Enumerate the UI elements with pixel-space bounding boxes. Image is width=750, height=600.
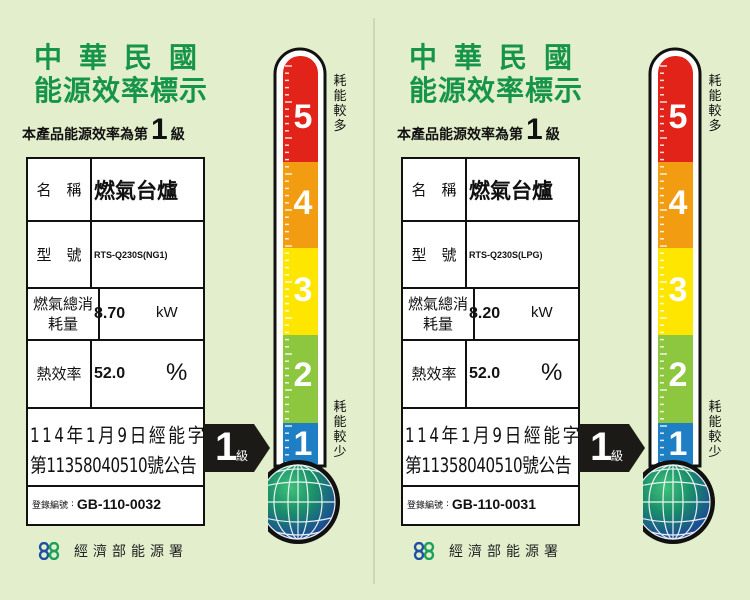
name-label: 名 稱 (28, 159, 92, 220)
grade-4-segment (283, 162, 318, 248)
grade-prefix: 本產品能源效率為第 (397, 127, 523, 143)
announcement-line2: 第11358040510號公告 (405, 454, 572, 477)
consumption-value: 8.70 (94, 305, 126, 322)
agency-footer: 經濟部能源署 (413, 541, 563, 561)
grade-4-segment (658, 162, 693, 248)
consumption-cell: 8.70 kW (94, 289, 203, 339)
consumption-value: 8.20 (469, 305, 501, 322)
arrow-grade-unit: 級 (236, 449, 249, 463)
announcement-line2: 第11358040510號公告 (30, 454, 197, 477)
spec-table: 名 稱 燃氣台爐 型 號 RTS-Q230S(NG1) 燃氣總消耗量 8.70 … (26, 157, 205, 526)
model-value: RTS-Q230S(LPG) (469, 249, 543, 260)
registration-label: 登錄編號 (407, 500, 444, 511)
registration-value: GB-110-0031 (451, 496, 536, 512)
agency-footer: 經濟部能源署 (38, 541, 188, 561)
consumption-label: 燃氣總消耗量 (28, 289, 100, 339)
name-value: 燃氣台爐 (469, 178, 553, 203)
scale-1: 1 (293, 425, 313, 463)
energy-label: 中華民國 能源效率標示 本產品能源效率為第 1 級 名 稱 燃氣台爐 型 號 R… (375, 0, 750, 600)
grade-3-segment (658, 248, 693, 335)
row-consumption: 燃氣總消耗量 8.70 kW (28, 289, 203, 341)
less-consumption-text: 耗能較少 (708, 400, 722, 460)
spec-table: 名 稱 燃氣台爐 型 號 RTS-Q230S(LPG) 燃氣總消耗量 8.20 … (401, 157, 580, 526)
grade-suffix: 級 (545, 127, 560, 143)
arrow-grade-unit: 級 (611, 449, 624, 463)
agency-logo-icon (413, 542, 435, 560)
title-line2: 能源效率標示 (34, 74, 209, 107)
row-efficiency: 熱效率 52.0 % (403, 341, 578, 409)
row-model: 型 號 RTS-Q230S(NG1) (28, 222, 203, 289)
scale-1: 1 (668, 425, 688, 463)
scale-4: 4 (293, 184, 313, 222)
model-label: 型 號 (403, 222, 467, 287)
title-line2: 能源效率標示 (409, 74, 584, 107)
grade-2-segment (283, 335, 318, 423)
efficiency-label: 熱效率 (28, 341, 92, 407)
efficiency-value: 52.0 (469, 365, 501, 382)
registration-value: GB-110-0032 (76, 496, 161, 512)
scale-3: 3 (293, 271, 313, 309)
efficiency-unit: % (541, 359, 563, 386)
panel-divider (373, 18, 375, 584)
arrow-grade: 1 (215, 425, 238, 469)
scale-4: 4 (668, 184, 688, 222)
consumption-label: 燃氣總消耗量 (403, 289, 475, 339)
row-name: 名 稱 燃氣台爐 (403, 159, 578, 222)
arrow-grade: 1 (590, 425, 613, 469)
scale-3: 3 (668, 271, 688, 309)
model-label: 型 號 (28, 222, 92, 287)
row-name: 名 稱 燃氣台爐 (28, 159, 203, 222)
thermometer-scale (268, 47, 340, 544)
announcement-line1: 114年1月9日經能字 (405, 424, 582, 447)
grade-statement: 本產品能源效率為第 1 級 (22, 113, 185, 146)
efficiency-cell: 52.0 % (469, 341, 578, 407)
name-label: 名 稱 (403, 159, 467, 220)
energy-label: 中華民國 能源效率標示 本產品能源效率為第 1 級 名 稱 燃氣台爐 型 號 R… (22, 41, 347, 561)
efficiency-unit: % (166, 359, 188, 386)
scale-5: 5 (293, 98, 313, 136)
name-value: 燃氣台爐 (94, 178, 178, 203)
scale-2: 2 (293, 356, 313, 394)
row-model: 型 號 RTS-Q230S(LPG) (403, 222, 578, 289)
grade-number: 1 (526, 113, 543, 146)
grade-2-segment (658, 335, 693, 423)
row-efficiency: 熱效率 52.0 % (28, 341, 203, 409)
scale-5: 5 (668, 98, 688, 136)
grade-statement: 本產品能源效率為第 1 級 (397, 113, 560, 146)
announcement-line1: 114年1月9日經能字 (30, 424, 207, 447)
grade-arrow (579, 424, 645, 472)
agency-name: 經濟部能源署 (449, 544, 563, 560)
row-announcement: 114年1月9日經能字 第11358040510號公告 (28, 409, 207, 487)
row-announcement: 114年1月9日經能字 第11358040510號公告 (403, 409, 582, 487)
model-value: RTS-Q230S(NG1) (94, 249, 168, 260)
agency-logo-icon (38, 542, 60, 560)
title-line1: 中華民國 (409, 41, 590, 74)
consumption-cell: 8.20 kW (469, 289, 578, 339)
grade-number: 1 (151, 113, 168, 146)
efficiency-value: 52.0 (94, 365, 126, 382)
more-consumption-text: 耗能較多 (708, 74, 722, 134)
row-registration: 登錄編號 : GB-110-0031 (407, 496, 536, 512)
efficiency-cell: 52.0 % (94, 341, 203, 407)
less-consumption-text: 耗能較少 (333, 400, 347, 460)
efficiency-label: 熱效率 (403, 341, 467, 407)
title-line1: 中華民國 (34, 41, 215, 74)
consumption-unit: kW (531, 304, 553, 321)
agency-name: 經濟部能源署 (74, 544, 188, 560)
scale-2: 2 (668, 356, 688, 394)
row-consumption: 燃氣總消耗量 8.20 kW (403, 289, 578, 341)
grade-suffix: 級 (170, 127, 185, 143)
more-consumption-text: 耗能較多 (333, 74, 347, 134)
grade-prefix: 本產品能源效率為第 (22, 127, 148, 143)
grade-3-segment (283, 248, 318, 335)
grade-arrow (204, 424, 270, 472)
consumption-unit: kW (156, 304, 178, 321)
registration-label: 登錄編號 (32, 500, 69, 511)
thermometer-scale (643, 47, 715, 544)
row-registration: 登錄編號 : GB-110-0032 (32, 496, 161, 512)
